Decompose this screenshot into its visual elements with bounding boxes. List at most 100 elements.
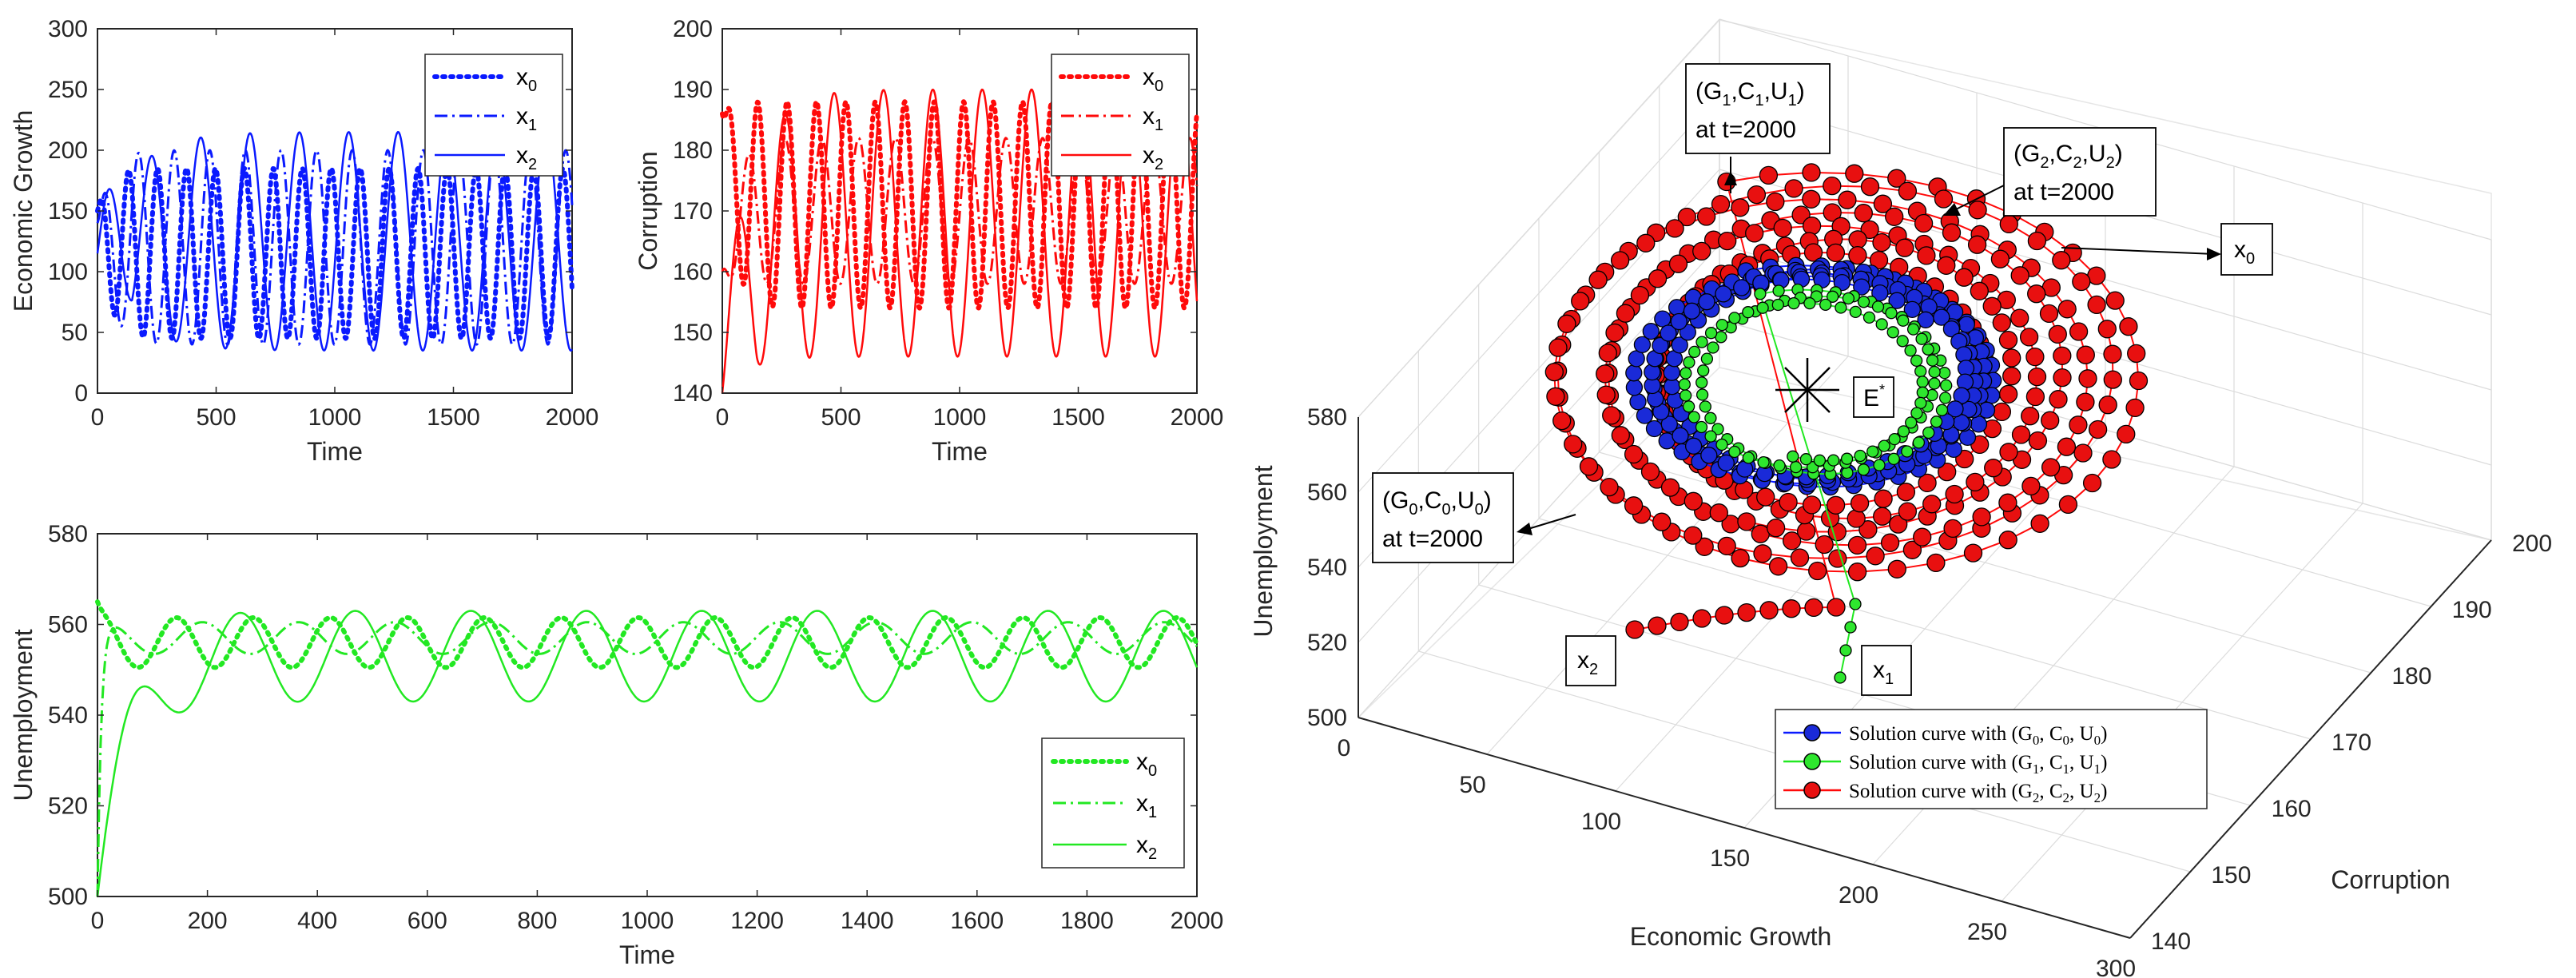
phase3d-blue-marker [1853,278,1870,296]
phase3d-red-marker [1938,462,1957,482]
corruption-xtick-label: 500 [821,404,861,431]
phase3d-red-marker [1826,243,1846,263]
phase3d-green-marker [1757,455,1770,469]
phase3d-xtick-label: 50 [1459,772,1485,798]
annotation-g1: (G1,C1,U1) at t=2000 [1685,63,1831,193]
unemployment-legend-x0: x0 [1136,749,1157,780]
unemployment-legend-x1: x1 [1136,790,1157,821]
phase3d-red-marker [2057,437,2077,456]
unemployment-xtick-label: 1200 [730,908,784,934]
phase3d-green-marker [1682,400,1695,413]
phase3d-red-marker [1670,612,1689,632]
unemployment-xlabel: Time [619,940,675,969]
phase3d-red-marker [2105,291,2125,310]
phase3d-red-marker [1972,507,1991,527]
corruption-series-x2 [721,88,1199,394]
phase3d-green-marker [1695,336,1708,348]
phase3d-green-marker [1756,301,1769,314]
phase3d-red-marker [1665,219,1684,238]
equilibrium-star [1775,358,1839,422]
phase3d-green-marker [1803,296,1816,310]
phase3d-green-marker [1938,392,1952,404]
unemployment-xtick-label: 600 [407,908,447,934]
phase3d-red-marker [1802,495,1822,515]
phase3d-red-marker [1766,192,1785,212]
phase3d-red-marker [1942,223,1962,242]
phase3d-x-axis [1358,717,2131,939]
phase3d-red-marker [2053,368,2072,388]
unemployment-ytick-label: 520 [48,793,88,820]
svg-text:x2: x2 [1577,647,1598,678]
corruption-xtick-label: 1500 [1051,404,1105,431]
phase3d-green-marker [1928,365,1941,379]
phase3d-red-marker [1790,548,1810,567]
phase3d-green-marker [1700,352,1714,365]
phase3d-green-marker [1938,367,1951,380]
corruption-ytick-label: 160 [673,259,713,285]
phase3d-red-marker [1866,547,1885,566]
phase3d-green-marker [1835,301,1847,314]
phase3d-green-marker [1683,356,1695,369]
phase3d-red-marker [1745,224,1764,243]
phase3d-red-marker [2076,345,2095,364]
phase3d-red-marker [1784,179,1803,198]
phase3d-red-marker [1917,246,1936,265]
phase3d-blue-marker [1670,312,1688,331]
svg-text:x0: x0 [2234,237,2255,268]
phase3d-red-marker [1943,519,1962,539]
phase3d-red-marker [2025,387,2045,407]
phase3d-green-marker [1679,389,1692,402]
growth-legend-x1: x1 [516,103,537,134]
phase3d-green-marker [1922,426,1935,439]
phase3d-red-marker [1709,503,1728,523]
corruption-xtick-label: 0 [716,404,729,431]
phase3d-green-marker [1914,396,1927,410]
svg-text:E*: E* [1863,382,1885,411]
unemployment-ytick-label: 560 [48,612,88,638]
phase3d-green-marker [1906,323,1920,336]
phase3d-red-marker [2049,390,2068,409]
phase3d-red-marker [1677,207,1696,227]
phase3d-green-marker [1875,318,1888,331]
unemployment-xtick-label: 1000 [621,908,674,934]
growth-ytick-label: 50 [62,320,88,346]
phase3d-red-marker [2088,419,2108,439]
phase3d-green-marker [1704,430,1717,443]
phase3d-red-marker [1610,251,1630,270]
svg-text:at t=2000: at t=2000 [2013,179,2114,205]
phase3d-red-marker [2069,322,2089,341]
phase3d-red-marker [1869,250,1889,270]
corruption-ytick-label: 200 [673,16,713,42]
phase3d-green-marker [1878,439,1890,452]
phase3d-green-marker [1926,354,1939,367]
phase3d-red-marker [1611,426,1630,445]
corruption-ytick-label: 170 [673,198,713,225]
unemployment-series-x1 [96,621,1199,897]
phase3d-red-marker [1982,296,2002,316]
phase3d-zlabel: Unemployment [1249,465,1278,637]
phase3d-red-marker [1858,520,1878,539]
phase3d-green-marker [1772,284,1785,297]
phase3d-red-marker [1937,256,1956,275]
phase3d-green-marker [1910,354,1923,368]
phase3d-green-marker [1728,312,1741,324]
phase3d-red-marker [1845,164,1864,183]
phase3d-red-marker [1963,543,1983,563]
phase3d-red-marker [1624,496,1644,515]
phase3d-green-marker [1866,445,1879,458]
phase3d-blue-marker [1733,279,1751,296]
phase3d-red-marker [1803,243,1823,262]
phase3d-green-marker [1742,451,1755,464]
phase3d-blue-marker [1700,447,1718,464]
phase3d-blue-marker [1683,302,1701,320]
unemployment-xtick-label: 200 [188,908,228,934]
unemployment-xtick-label: 1600 [950,908,1004,934]
phase3d-green-marker [1819,298,1832,312]
phase3d-red-marker [1914,213,1934,233]
phase3d-red-marker [2027,367,2047,387]
phase3d-green-marker [1827,454,1840,467]
phase3d-red-marker [1753,544,1772,563]
phase3d-ztick-label: 500 [1307,705,1347,731]
phase3d-ytick-label: 190 [2452,597,2492,623]
